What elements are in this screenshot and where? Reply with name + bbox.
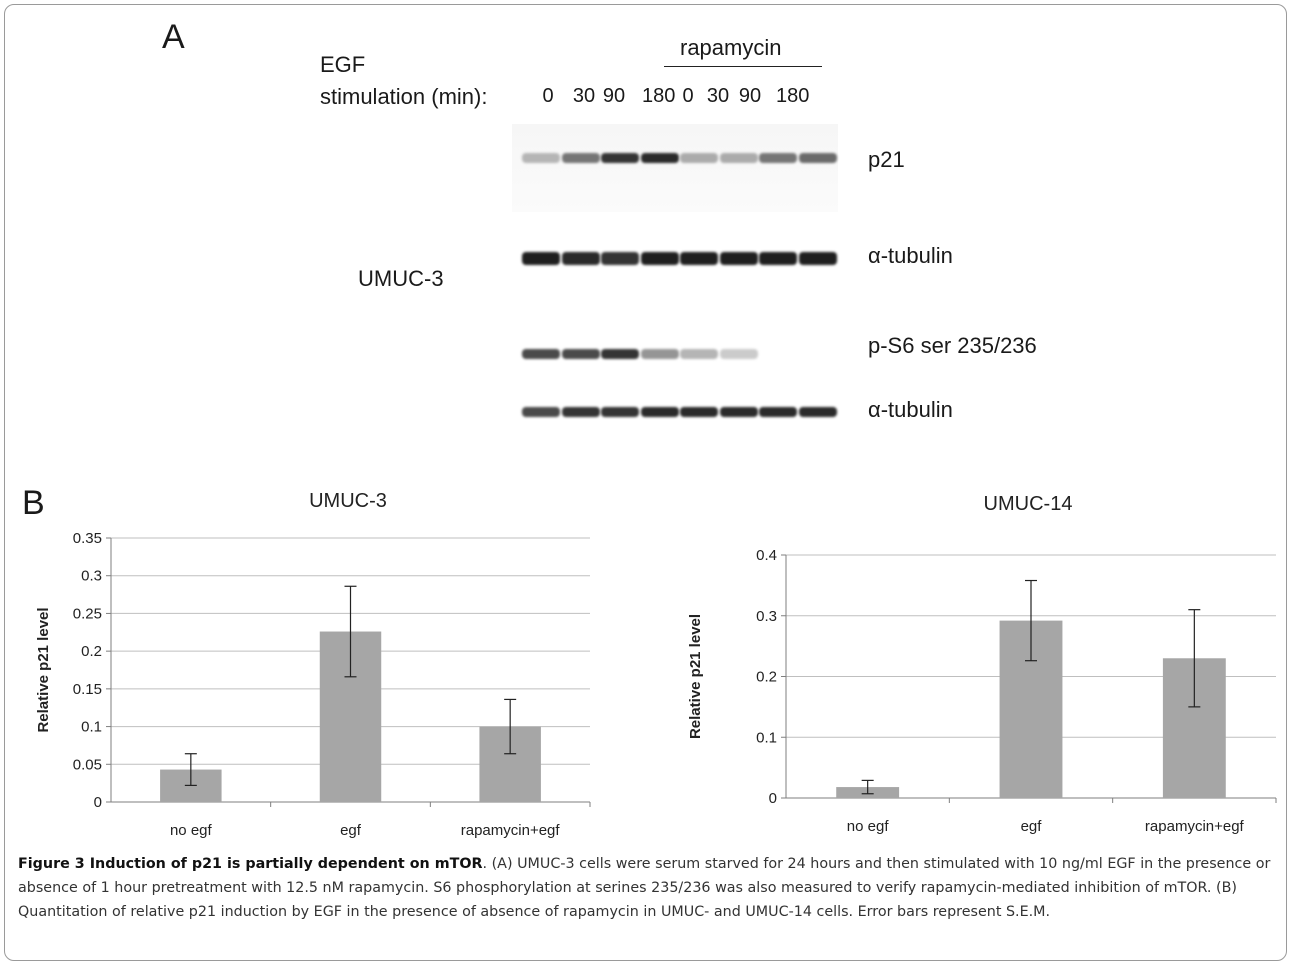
y-tick-label: 0	[94, 794, 102, 811]
lane-label: 180	[642, 85, 676, 107]
lane-label: 0	[542, 85, 554, 107]
blot-band	[561, 349, 600, 359]
blot-label: p21	[868, 147, 905, 172]
y-tick-label: 0.2	[81, 643, 102, 660]
blot-band	[561, 153, 600, 163]
rapamycin-label: rapamycin	[680, 35, 782, 60]
blot-label: p-S6 ser 235/236	[868, 333, 1037, 358]
blot-band	[601, 153, 639, 163]
blot-band	[601, 251, 639, 265]
panel-a-letter: A	[162, 18, 185, 56]
blot-band	[522, 251, 560, 265]
blot-band	[798, 251, 837, 265]
chart-title: UMUC-14	[984, 493, 1073, 515]
figure-caption: Figure 3 Induction of p21 is partially d…	[18, 852, 1280, 924]
y-tick-label: 0.1	[81, 719, 102, 736]
blot-band	[640, 251, 679, 265]
x-tick-label: rapamycin+egf	[461, 822, 561, 839]
x-tick-label: egf	[1021, 818, 1043, 835]
lane-label: 180	[776, 85, 810, 107]
chart-umuc14: 0 0.1 0.2 0.3 0.4 no egf egf rapamycin+egf UMUC-…	[676, 484, 1282, 849]
y-axis-label: Relative p21 level	[687, 614, 704, 739]
chart-umuc14-svg: 0 0.1 0.2 0.3 0.4 no egf egf rapamycin+egf UMUC-…	[687, 493, 1277, 835]
blot-band	[601, 349, 639, 359]
blot-band	[640, 407, 679, 417]
blot-band	[759, 407, 797, 417]
caption-text: . (A) UMUC-3 cells were serum starved fo…	[18, 856, 1271, 920]
stimulation-label: stimulation (min):	[320, 84, 488, 109]
x-tick-label: egf	[340, 822, 362, 839]
blot-band	[680, 407, 718, 417]
blot-band	[719, 153, 758, 163]
lane-label: 0	[682, 85, 694, 107]
blot-band	[522, 153, 560, 163]
x-tick-label: no egf	[847, 818, 890, 835]
x-tick-label: rapamycin+egf	[1145, 818, 1245, 835]
blot-label: α-tubulin	[868, 397, 953, 422]
figure-frame	[4, 4, 1287, 961]
blot-band	[561, 407, 600, 417]
y-tick-label: 0.1	[756, 729, 777, 746]
blot-band	[719, 349, 758, 359]
y-axis-label: Relative p21 level	[35, 607, 52, 732]
blot-band	[640, 349, 679, 359]
caption-title: Figure 3 Induction of p21 is partially d…	[18, 856, 483, 872]
blot-band	[680, 349, 718, 359]
x-tick-label: no egf	[170, 822, 213, 839]
panel-b-letter: B	[22, 484, 45, 522]
lane-label: 90	[738, 85, 762, 107]
blot-band	[798, 407, 837, 417]
y-tick-label: 0.05	[73, 756, 102, 773]
y-tick-label: 0.4	[756, 547, 777, 564]
chart-umuc3-svg: 0 0.05 0.1 0.15 0.2 0.25 0.3 0.35 no egf egf rapam…	[35, 490, 591, 839]
blot-background	[512, 124, 838, 212]
y-tick-label: 0.15	[73, 681, 102, 698]
blot-band	[640, 153, 679, 163]
lane-label: 90	[602, 85, 626, 107]
y-tick-label: 0.2	[756, 669, 777, 686]
blot-band	[759, 251, 797, 265]
y-tick-label: 0.25	[73, 605, 102, 622]
y-tick-label: 0.3	[81, 568, 102, 585]
lane-label: 30	[706, 85, 730, 107]
blot-band	[601, 407, 639, 417]
lane-label: 30	[572, 85, 596, 107]
egf-label: EGF	[320, 52, 366, 77]
blot-band	[680, 153, 718, 163]
blot-band	[680, 251, 718, 265]
y-tick-label: 0.35	[73, 530, 102, 547]
blot-band	[798, 153, 837, 163]
rapamycin-bracket-line	[664, 66, 822, 67]
blot-band	[522, 349, 560, 359]
y-tick-label: 0	[769, 790, 777, 807]
blot-band	[759, 153, 797, 163]
chart-umuc3: 0 0.05 0.1 0.15 0.2 0.25 0.3 0.35 no egf egf rapam…	[18, 484, 608, 849]
cell-line-label: UMUC-3	[358, 266, 444, 291]
blot-band	[719, 407, 758, 417]
chart-title: UMUC-3	[309, 490, 387, 512]
blot-label: α-tubulin	[868, 243, 953, 268]
y-tick-label: 0.3	[756, 608, 777, 625]
blot-band	[522, 407, 560, 417]
blot-band	[719, 251, 758, 265]
blot-band	[561, 251, 600, 265]
